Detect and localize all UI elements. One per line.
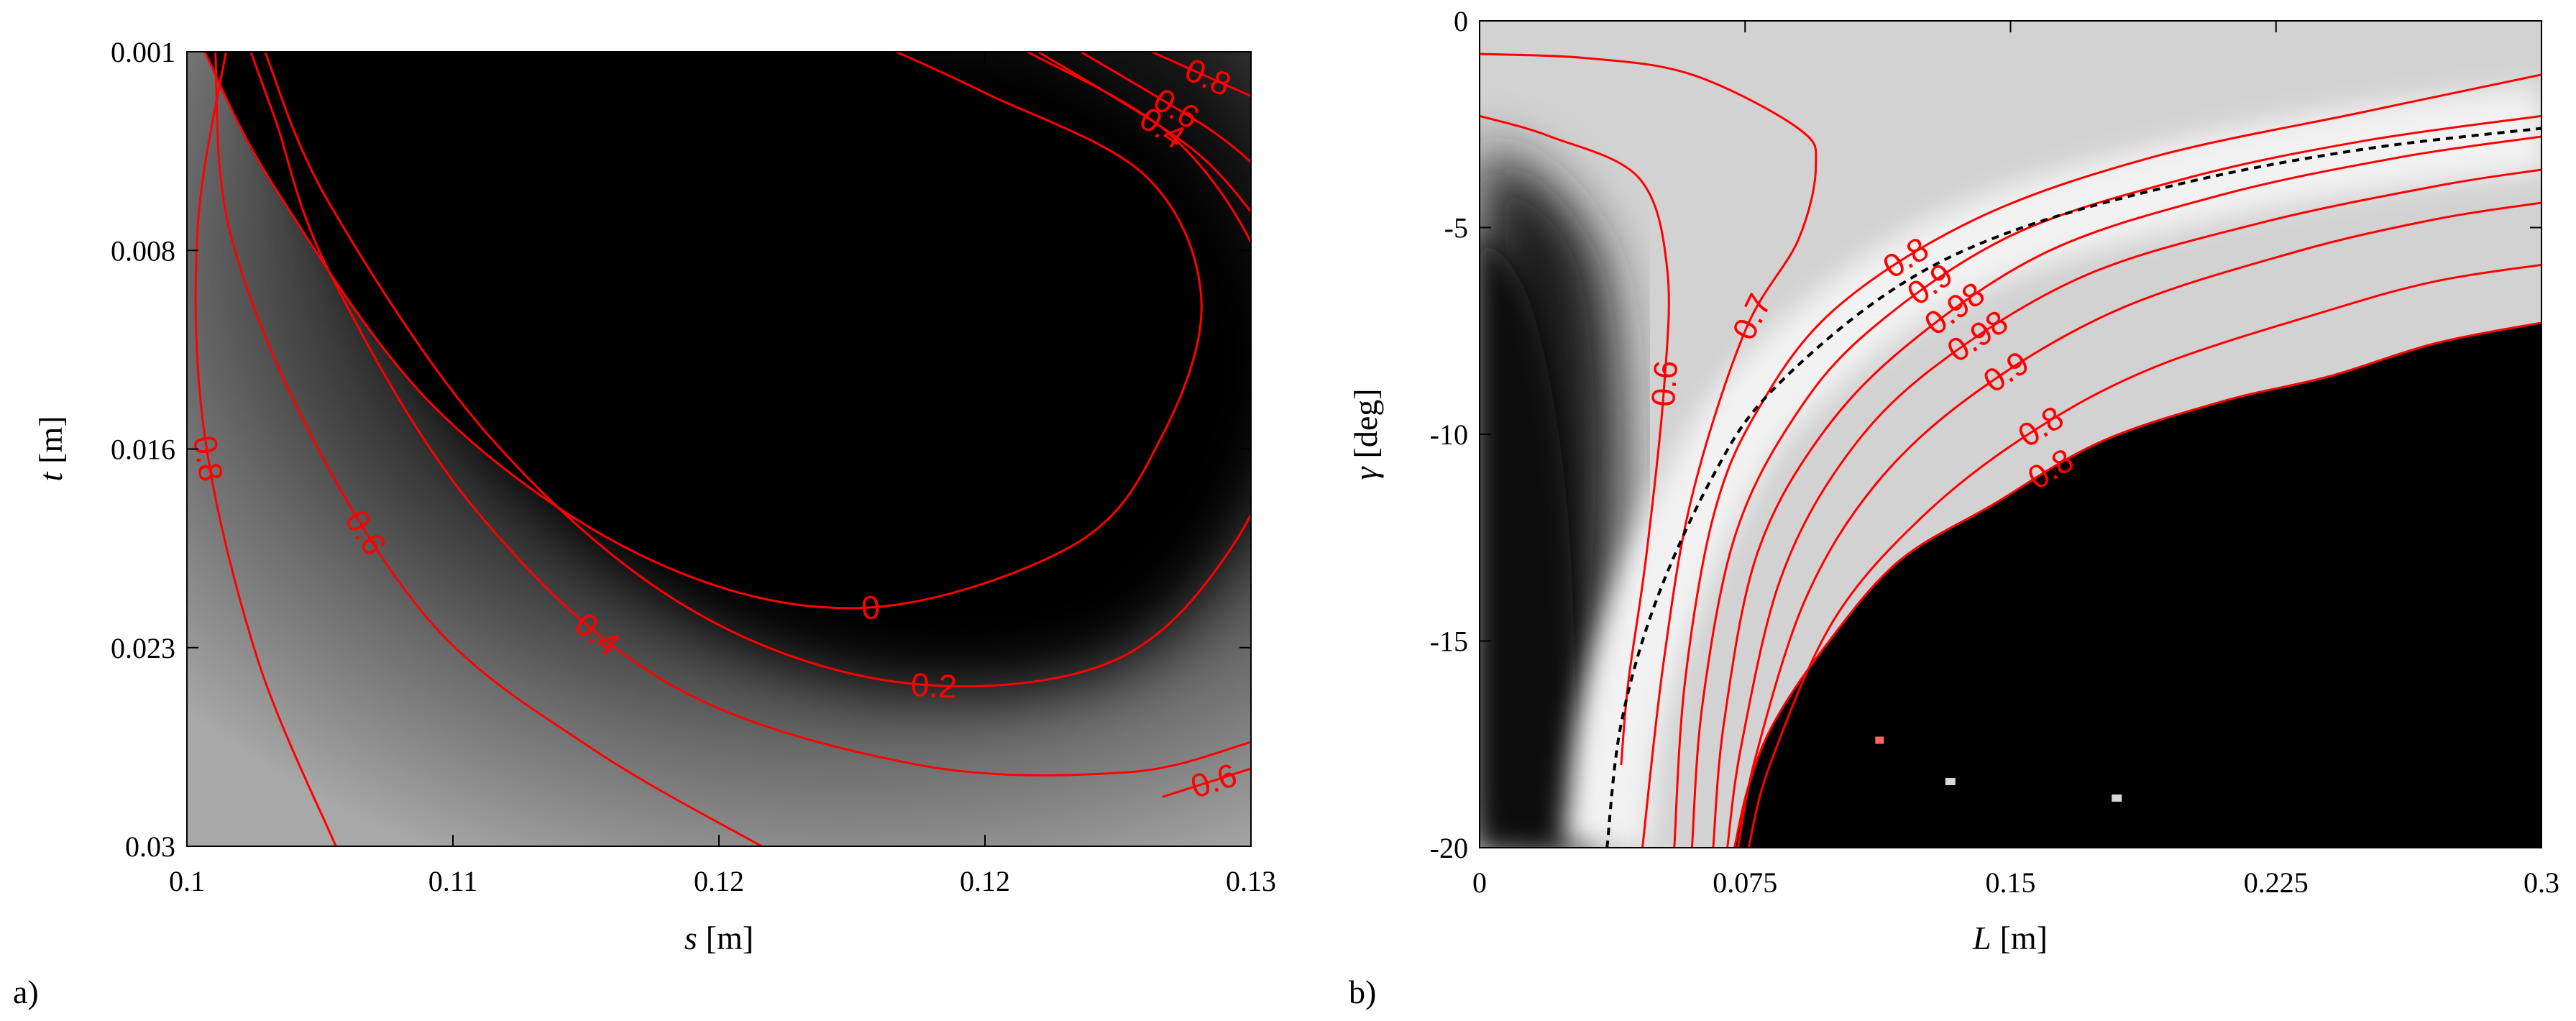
x-tick-label: 0.11 <box>428 865 478 897</box>
contour-line-0-9 <box>1736 201 2541 848</box>
x-tick-label: 0.1 <box>169 865 205 897</box>
x-tick-label: 0.15 <box>1986 866 2036 899</box>
shade-b-trough-core <box>1480 227 1579 848</box>
contour-label: 0.2 <box>910 666 958 705</box>
y-tick-label: 0 <box>1454 5 1468 37</box>
y-tick-label: -20 <box>1430 832 1468 864</box>
y-axis-symbol-b: γ <box>1347 466 1384 480</box>
contours-b <box>1480 52 2541 848</box>
x-ticks-b: 0 0.075 0.15 0.225 0.3 <box>1472 21 2559 899</box>
contour-line-0-8 <box>1733 321 2541 848</box>
contour-line-0-4 <box>1037 52 1251 214</box>
x-axis-unit-a: [m] <box>706 920 753 956</box>
panel-label-a: a) <box>13 974 39 1010</box>
contour-line-0-6 <box>1162 767 1251 798</box>
y-tick-label: 0.001 <box>111 36 175 68</box>
y-tick-label: 0.023 <box>111 632 175 664</box>
contour-line-0-6 <box>214 52 762 846</box>
y-tick-label: -10 <box>1430 418 1468 451</box>
dashed-curve-b <box>1605 127 2541 848</box>
x-tick-label: 0.225 <box>2244 866 2309 899</box>
heatmap-a-black-region <box>204 52 1202 608</box>
y-tick-label: -15 <box>1430 626 1468 658</box>
speck-red <box>1875 736 1884 744</box>
y-axis-label-a: t [m] <box>32 416 69 481</box>
x-tick-label: 0.12 <box>694 865 744 897</box>
y-tick-label: 0.008 <box>111 234 175 267</box>
contour-line-0-2 <box>264 52 1251 687</box>
contour-label: 0 <box>860 588 881 627</box>
contour-line-0 <box>203 52 1203 610</box>
contour-line-0-7 <box>1480 52 1818 848</box>
x-axis-label-a: s [m] <box>684 920 753 956</box>
contour-line-0-8 <box>1747 263 2541 848</box>
y-ticks-b: 0 -5 -10 -15 -20 <box>1430 5 2541 864</box>
y-tick-label: 0.03 <box>125 830 175 863</box>
contour-label: 0.8 <box>186 433 231 485</box>
x-tick-label: 0.3 <box>2524 866 2559 899</box>
panel-label-b: b) <box>1349 974 1376 1010</box>
x-axis-symbol-b: L <box>1972 920 1991 956</box>
x-ticks-a: 0.1 0.11 0.12 0.12 0.13 <box>169 52 1276 897</box>
contour-line-0-8 <box>194 52 337 846</box>
panel-b-heatmap: 0.60.70.80.90.980.980.90.80.8 0 0.075 0.15… <box>1347 5 2559 1010</box>
contour-line-0-98 <box>1726 168 2541 848</box>
contour-label: 0.6 <box>1644 360 1685 408</box>
heatmap-b-background <box>1480 21 2541 848</box>
heatmap-a-background <box>187 52 1251 846</box>
contour-line-0-4 <box>249 52 1251 777</box>
speck <box>1945 778 1956 785</box>
y-tick-label: -5 <box>1444 212 1468 244</box>
contour-line-0-98 <box>1712 135 2541 848</box>
contour-line-0-6 <box>1480 114 1670 766</box>
heatmap-b-specks <box>1875 736 2122 802</box>
x-tick-label: 0.12 <box>960 865 1010 897</box>
heatmap-b-black-region <box>1734 322 2541 848</box>
y-axis-unit-b: [deg] <box>1347 388 1384 458</box>
y-ticks-a: 0.001 0.008 0.016 0.023 0.03 <box>111 36 1251 863</box>
x-axis-label-b: L [m] <box>1972 920 2048 956</box>
contour-line-0-9 <box>1690 114 2541 848</box>
x-tick-label: 0 <box>1472 866 1487 899</box>
x-axis-symbol-a: s <box>684 920 697 956</box>
x-tick-label: 0.075 <box>1713 866 1777 899</box>
contours-a <box>194 52 1251 846</box>
y-axis-label-b: γ [deg] <box>1347 388 1384 480</box>
y-axis-symbol-a: t <box>32 472 69 482</box>
contour-line-0-6 <box>1080 52 1251 164</box>
y-tick-label: 0.016 <box>111 434 175 466</box>
contour-line-0-8 <box>1151 52 1251 98</box>
x-tick-label: 0.13 <box>1226 865 1276 897</box>
panel-a-heatmap: 00.20.40.40.60.60.60.80.8 0.1 0.11 0.12 0.1… <box>13 36 1276 1010</box>
x-axis-unit-b: [m] <box>2000 920 2048 956</box>
y-axis-unit-a: [m] <box>32 416 69 463</box>
speck <box>2112 795 2122 802</box>
contour-line-0-8 <box>1673 73 2541 848</box>
